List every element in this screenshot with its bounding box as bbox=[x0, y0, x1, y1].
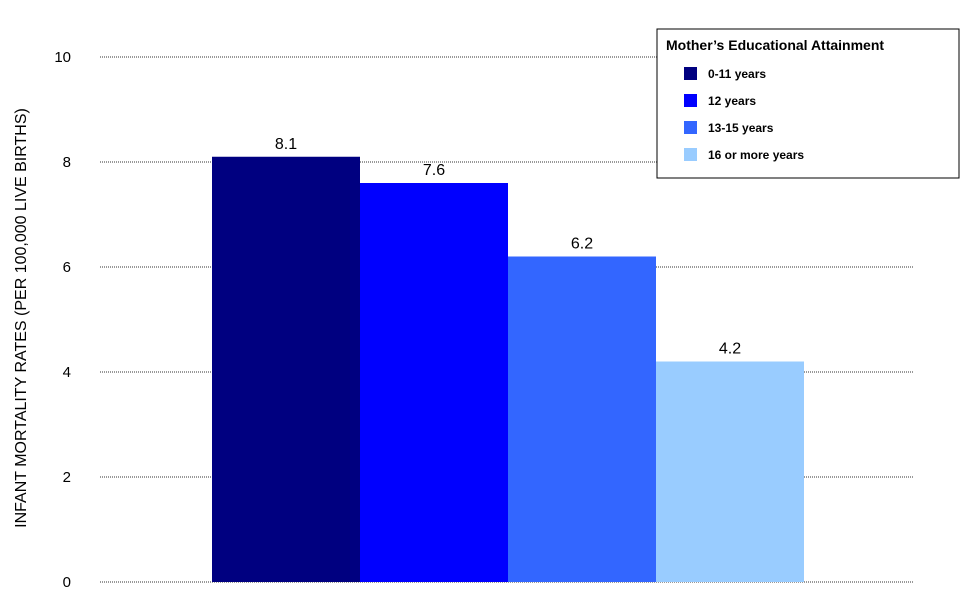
legend-swatch bbox=[684, 67, 697, 80]
y-tick-label: 2 bbox=[63, 469, 71, 486]
bar-16-or-more-years bbox=[656, 361, 804, 582]
legend-item-label: 12 years bbox=[708, 94, 756, 108]
y-axis-label: INFANT MORTALITY RATES (PER 100,000 LIVE… bbox=[13, 108, 30, 528]
data-labels: 8.1 7.6 6.2 4.2 bbox=[275, 136, 741, 358]
y-tick-label: 4 bbox=[63, 364, 71, 381]
bar-12-years bbox=[360, 183, 508, 582]
y-tick-label: 10 bbox=[54, 49, 71, 66]
legend-item-label: 13-15 years bbox=[708, 121, 774, 135]
legend-item-label: 16 or more years bbox=[708, 148, 804, 162]
data-label: 8.1 bbox=[275, 136, 297, 153]
y-tick-label: 6 bbox=[63, 259, 71, 276]
data-label: 6.2 bbox=[571, 236, 593, 253]
legend-item-label: 0-11 years bbox=[708, 67, 766, 81]
legend-swatch bbox=[684, 148, 697, 161]
legend-box bbox=[656, 28, 960, 179]
y-axis-ticks: 0 2 4 6 8 10 bbox=[54, 49, 71, 591]
y-tick-label: 8 bbox=[63, 154, 71, 171]
legend: Mother’s Educational Attainment 0-11 yea… bbox=[656, 28, 960, 179]
bar-0-11-years bbox=[212, 156, 360, 582]
data-label: 4.2 bbox=[719, 341, 741, 358]
bar-13-15-years bbox=[508, 256, 656, 582]
legend-items: 0-11 years 12 years 13-15 years 16 or more … bbox=[684, 67, 804, 162]
data-label: 7.6 bbox=[423, 162, 445, 179]
legend-swatch bbox=[684, 94, 697, 107]
y-tick-label: 0 bbox=[63, 574, 71, 591]
legend-swatch bbox=[684, 121, 697, 134]
bars bbox=[212, 156, 804, 582]
legend-title: Mother’s Educational Attainment bbox=[666, 37, 884, 53]
